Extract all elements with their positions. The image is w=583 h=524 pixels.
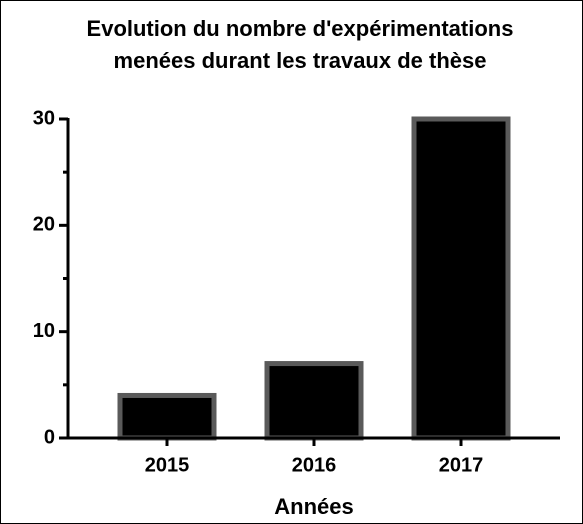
y-tick-label: 10 (33, 320, 55, 342)
x-axis-label: Années (274, 494, 353, 519)
y-tick-label: 20 (33, 214, 55, 236)
chart-title: menées durant les travaux de thèse (114, 48, 487, 73)
bar (411, 116, 511, 441)
bar (117, 392, 217, 441)
x-tick-label: 2016 (292, 454, 337, 476)
x-tick-label: 2015 (145, 454, 190, 476)
y-tick-label: 0 (44, 426, 55, 448)
x-tick-label: 2017 (439, 454, 484, 476)
y-tick-label: 30 (33, 107, 55, 129)
chart-title: Evolution du nombre d'expérimentations (87, 16, 514, 41)
bar (264, 361, 364, 441)
